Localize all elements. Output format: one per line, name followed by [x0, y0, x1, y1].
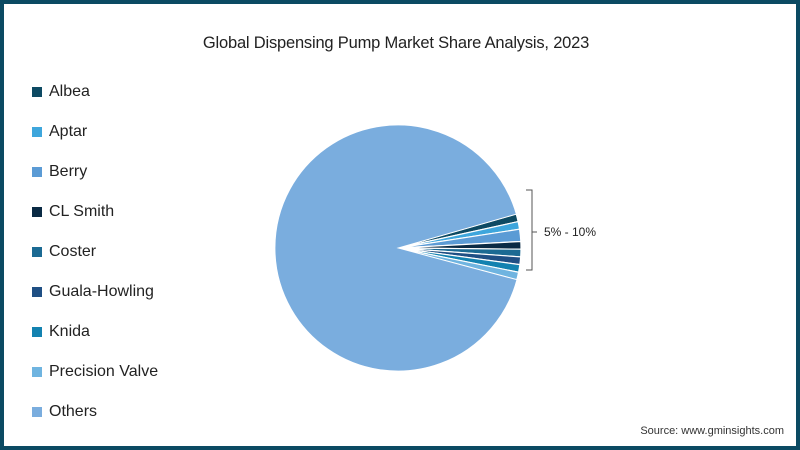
chart-title: Global Dispensing Pump Market Share Anal…	[202, 34, 590, 52]
legend: Albea Aptar Berry CL Smith Coster Guala-…	[32, 72, 158, 432]
legend-swatch	[32, 407, 42, 417]
legend-swatch	[32, 247, 42, 257]
legend-swatch	[32, 207, 42, 217]
legend-item-albea: Albea	[32, 72, 158, 112]
legend-item-cl-smith: CL Smith	[32, 192, 158, 232]
legend-swatch	[32, 87, 42, 97]
legend-item-precision-valve: Precision Valve	[32, 352, 158, 392]
legend-swatch	[32, 167, 42, 177]
pie-slices	[274, 124, 522, 372]
legend-swatch	[32, 287, 42, 297]
annotation-bracket	[526, 189, 537, 271]
legend-swatch	[32, 127, 42, 137]
annotation-label: 5% - 10%	[544, 225, 596, 239]
legend-swatch	[32, 327, 42, 337]
pie-slice-others	[274, 124, 518, 372]
legend-item-knida: Knida	[32, 312, 158, 352]
legend-item-coster: Coster	[32, 232, 158, 272]
legend-item-berry: Berry	[32, 152, 158, 192]
legend-item-aptar: Aptar	[32, 112, 158, 152]
legend-item-guala-howling: Guala-Howling	[32, 272, 158, 312]
source-note: Source: www.gminsights.com	[640, 425, 784, 437]
legend-item-others: Others	[32, 392, 158, 432]
legend-swatch	[32, 367, 42, 377]
